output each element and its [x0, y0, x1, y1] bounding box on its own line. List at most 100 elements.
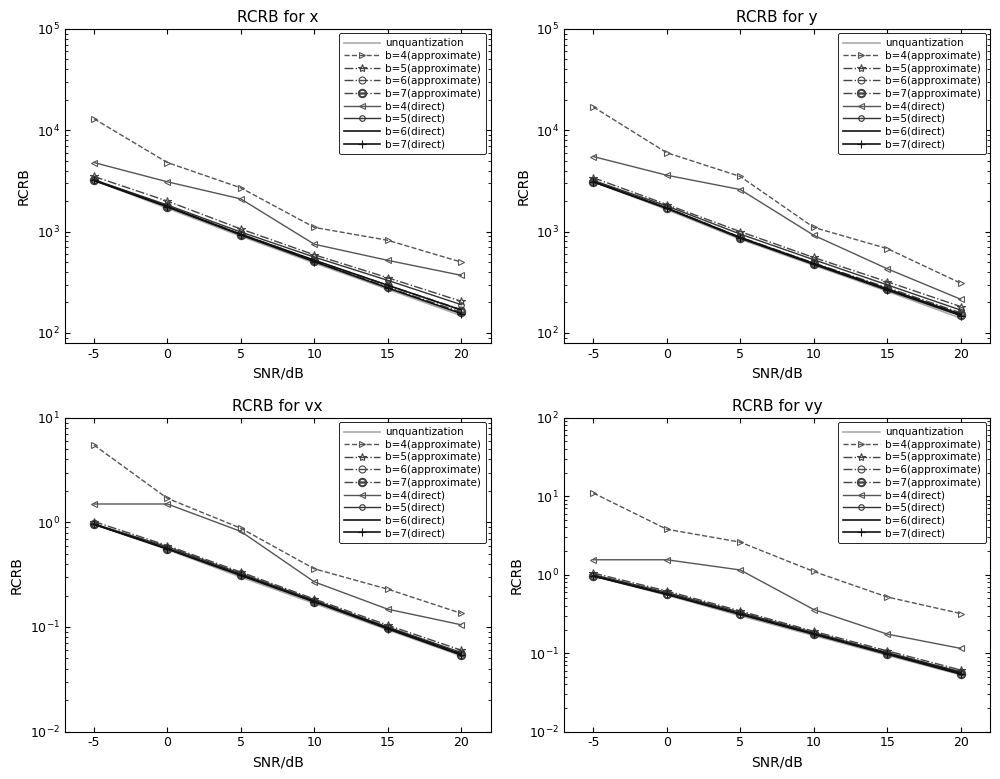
b=4(direct) — [661, 171, 673, 180]
X-axis label: SNR/dB: SNR/dB — [751, 755, 803, 769]
b=4(approximate) — [587, 488, 599, 498]
b=7(direct) — [734, 610, 746, 619]
Line: b=5(approximate): b=5(approximate) — [589, 174, 965, 311]
Line: b=5(direct): b=5(direct) — [590, 178, 963, 313]
b=7(direct) — [734, 234, 746, 243]
b=5(direct) — [955, 667, 967, 676]
b=5(direct) — [661, 587, 673, 597]
b=4(direct) — [808, 605, 820, 614]
unquantization — [661, 590, 673, 600]
Line: b=4(direct): b=4(direct) — [590, 556, 964, 652]
b=4(direct) — [308, 240, 320, 249]
b=4(direct) — [955, 643, 967, 653]
b=6(direct) — [587, 177, 599, 186]
b=6(approximate) — [308, 597, 320, 606]
b=7(direct) — [88, 176, 100, 185]
b=6(approximate) — [88, 175, 100, 185]
unquantization — [734, 611, 746, 620]
b=4(approximate) — [455, 608, 467, 618]
b=5(direct) — [808, 628, 820, 637]
Line: b=4(direct): b=4(direct) — [590, 153, 964, 303]
Line: unquantization: unquantization — [94, 181, 461, 315]
b=7(approximate) — [455, 308, 467, 317]
b=4(direct) — [308, 577, 320, 587]
b=5(approximate) — [881, 277, 893, 287]
X-axis label: SNR/dB: SNR/dB — [252, 366, 304, 380]
b=6(direct) — [308, 597, 320, 606]
b=5(approximate) — [382, 621, 394, 630]
b=6(approximate) — [661, 589, 673, 598]
b=4(approximate) — [455, 257, 467, 266]
b=6(approximate) — [161, 202, 173, 211]
b=7(direct) — [808, 629, 820, 639]
b=7(direct) — [382, 284, 394, 293]
b=4(approximate) — [955, 278, 967, 287]
Line: b=7(approximate): b=7(approximate) — [589, 572, 965, 678]
unquantization — [808, 631, 820, 640]
b=6(direct) — [455, 305, 467, 315]
Title: RCRB for vy: RCRB for vy — [732, 399, 822, 414]
b=4(direct) — [661, 555, 673, 565]
Line: b=7(direct): b=7(direct) — [90, 520, 465, 659]
b=5(direct) — [587, 570, 599, 580]
b=6(direct) — [88, 520, 100, 529]
b=6(approximate) — [734, 609, 746, 619]
Line: b=6(approximate): b=6(approximate) — [90, 520, 465, 657]
Line: b=6(approximate): b=6(approximate) — [90, 176, 465, 313]
Line: b=4(approximate): b=4(approximate) — [590, 104, 964, 287]
b=7(approximate) — [955, 310, 967, 319]
b=4(approximate) — [88, 114, 100, 123]
unquantization — [161, 545, 173, 554]
Line: b=7(direct): b=7(direct) — [90, 176, 465, 318]
b=5(direct) — [734, 229, 746, 238]
b=6(direct) — [734, 609, 746, 619]
unquantization — [881, 287, 893, 296]
b=5(approximate) — [955, 665, 967, 675]
b=5(direct) — [161, 542, 173, 552]
b=5(approximate) — [661, 587, 673, 596]
b=5(direct) — [955, 305, 967, 315]
b=7(direct) — [455, 309, 467, 319]
unquantization — [955, 313, 967, 323]
b=7(direct) — [308, 257, 320, 266]
Legend: unquantization, b=4(approximate), b=5(approximate), b=6(approximate), b=7(approx: unquantization, b=4(approximate), b=5(ap… — [338, 422, 486, 543]
Legend: unquantization, b=4(approximate), b=5(approximate), b=6(approximate), b=7(approx: unquantization, b=4(approximate), b=5(ap… — [838, 33, 986, 154]
b=4(approximate) — [808, 567, 820, 576]
b=6(direct) — [881, 649, 893, 658]
unquantization — [235, 231, 247, 241]
b=5(approximate) — [955, 302, 967, 312]
Line: b=4(approximate): b=4(approximate) — [90, 115, 465, 266]
b=4(direct) — [88, 499, 100, 509]
b=6(direct) — [382, 280, 394, 290]
b=7(direct) — [661, 203, 673, 213]
b=5(approximate) — [161, 541, 173, 550]
b=6(approximate) — [661, 203, 673, 213]
unquantization — [382, 284, 394, 294]
unquantization — [88, 520, 100, 529]
b=7(approximate) — [661, 590, 673, 599]
Y-axis label: RCRB: RCRB — [509, 555, 523, 594]
b=5(approximate) — [734, 606, 746, 615]
b=6(approximate) — [808, 629, 820, 638]
b=6(direct) — [734, 233, 746, 242]
b=7(direct) — [587, 572, 599, 581]
Line: b=5(approximate): b=5(approximate) — [589, 569, 965, 674]
unquantization — [235, 573, 247, 582]
b=7(approximate) — [661, 203, 673, 213]
b=7(approximate) — [308, 257, 320, 266]
b=6(approximate) — [455, 305, 467, 314]
X-axis label: SNR/dB: SNR/dB — [252, 755, 304, 769]
b=4(direct) — [881, 264, 893, 273]
b=7(direct) — [955, 311, 967, 320]
b=5(direct) — [382, 622, 394, 632]
unquantization — [881, 650, 893, 660]
b=5(approximate) — [455, 646, 467, 655]
b=6(approximate) — [955, 308, 967, 317]
b=6(direct) — [455, 650, 467, 659]
Line: b=5(direct): b=5(direct) — [590, 572, 963, 675]
unquantization — [161, 203, 173, 213]
b=7(approximate) — [235, 230, 247, 239]
b=5(approximate) — [661, 200, 673, 210]
b=5(direct) — [382, 276, 394, 285]
b=5(approximate) — [88, 172, 100, 182]
